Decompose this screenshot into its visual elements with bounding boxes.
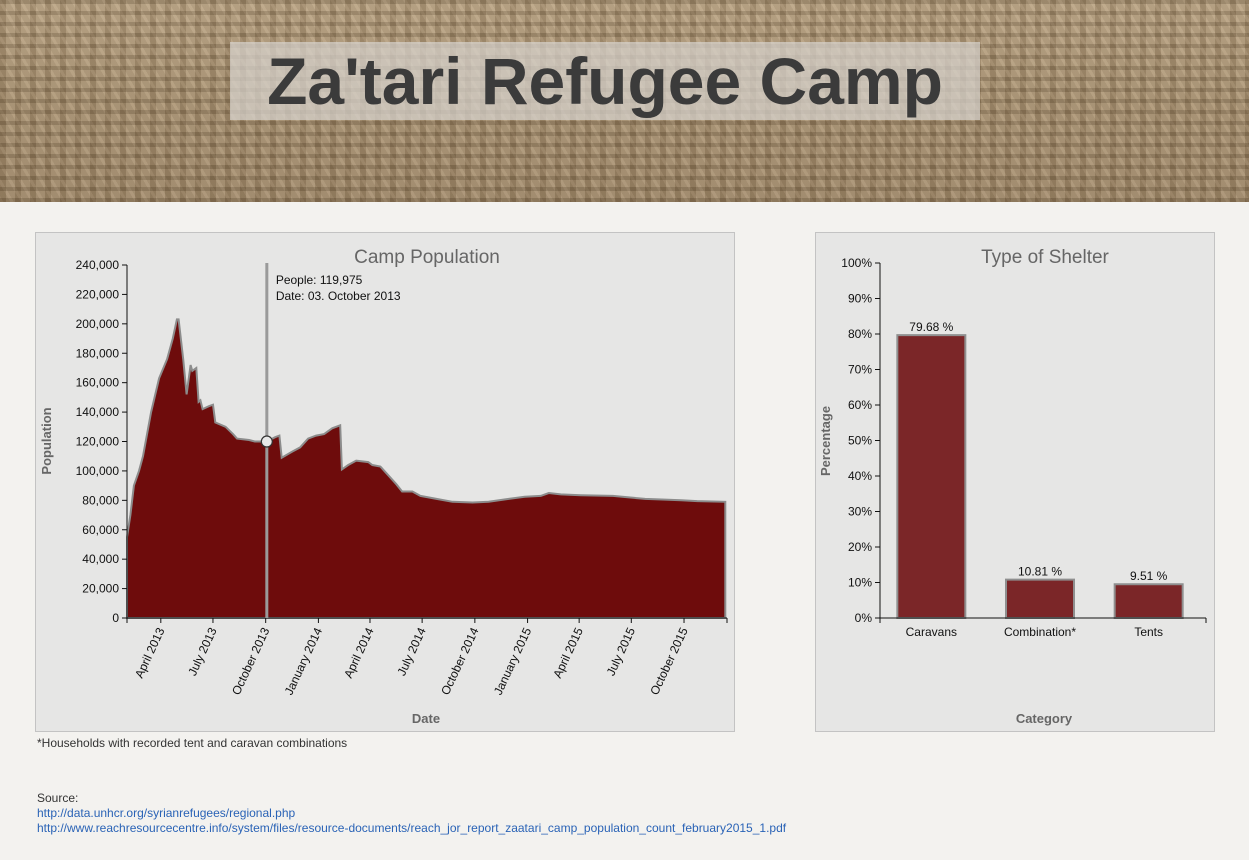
y-tick-label: 140,000 <box>76 405 120 419</box>
y-tick-label: 80,000 <box>82 493 119 507</box>
y-tick-label: 180,000 <box>76 346 120 360</box>
x-tick-label: October 2015 <box>647 625 691 697</box>
y-tick-label: 60% <box>848 398 872 412</box>
y-tick-label: 160,000 <box>76 376 120 390</box>
y-tick-label: 20,000 <box>82 582 119 596</box>
chart-title: Camp Population <box>354 247 500 268</box>
y-tick-label: 60,000 <box>82 523 119 537</box>
y-tick-label: 120,000 <box>76 435 120 449</box>
x-axis: Caravans Combination* Tents <box>879 617 1207 639</box>
y-axis-label: Population <box>39 407 54 474</box>
population-chart[interactable]: Camp Population Population Date 0 20,000 4… <box>36 233 734 731</box>
x-tick-label: January 2014 <box>282 625 326 697</box>
y-tick-label: 40% <box>848 469 872 483</box>
y-tick-label: 50% <box>848 434 872 448</box>
title-box: Za'tari Refugee Camp <box>230 42 980 120</box>
population-chart-panel: Camp Population Population Date 0 20,000 4… <box>35 232 735 732</box>
y-tick-label: 0 <box>112 611 119 625</box>
y-tick-label: 20% <box>848 540 872 554</box>
y-tick-label: 10% <box>848 576 872 590</box>
tooltip-people: People: 119,975 <box>276 273 363 287</box>
bar-value-label: 9.51 % <box>1130 569 1168 583</box>
chart-title: Type of Shelter <box>981 247 1109 268</box>
footnote: *Households with recorded tent and carav… <box>37 736 348 750</box>
x-tick-label: April 2014 <box>341 625 377 680</box>
source-label: Source: <box>37 791 79 805</box>
y-tick-label: 70% <box>848 363 872 377</box>
bar-value-label: 79.68 % <box>909 320 953 334</box>
y-tick-label: 40,000 <box>82 552 119 566</box>
y-tick-label: 200,000 <box>76 317 120 331</box>
x-axis: April 2013 July 2013 October 2013 January 2… <box>126 617 728 697</box>
source-link-unhcr[interactable]: http://data.unhcr.org/syrianrefugees/reg… <box>37 806 296 820</box>
population-area <box>126 318 727 619</box>
y-tick-label: 80% <box>848 327 872 341</box>
x-tick-label: Caravans <box>906 625 957 639</box>
x-tick-label: July 2015 <box>604 625 639 678</box>
bar-caravans <box>896 334 967 620</box>
y-axis: 0 20,000 40,000 60,000 80,000 100,000 120,000 1… <box>76 258 128 625</box>
x-tick-label: April 2015 <box>550 625 586 680</box>
y-tick-label: 240,000 <box>76 258 120 272</box>
x-tick-label: October 2013 <box>229 625 273 697</box>
y-tick-label: 0% <box>855 611 873 625</box>
y-axis: 0% 10% 20% 30% 40% 50% 60% 70% 80% 90% 100% <box>841 256 881 625</box>
x-axis-label: Category <box>1016 711 1073 726</box>
tooltip-date: Date: 03. October 2013 <box>276 289 401 303</box>
shelter-chart[interactable]: Type of Shelter Percentage Category 0% 10… <box>816 233 1214 731</box>
bar-value-label: 10.81 % <box>1018 565 1062 579</box>
x-tick-label: January 2015 <box>491 625 535 697</box>
hover-point <box>260 435 273 448</box>
bar-tents <box>1113 583 1184 619</box>
bar-combination <box>1005 578 1075 620</box>
y-tick-label: 100% <box>841 256 872 270</box>
y-axis-label: Percentage <box>818 406 833 476</box>
shelter-chart-panel: Type of Shelter Percentage Category 0% 10… <box>815 232 1215 732</box>
y-tick-label: 30% <box>848 505 872 519</box>
x-axis-label: Date <box>412 711 440 726</box>
page-title: Za'tari Refugee Camp <box>267 44 943 118</box>
x-tick-label: Combination* <box>1004 625 1076 639</box>
x-tick-label: July 2013 <box>185 625 220 678</box>
x-tick-label: April 2013 <box>132 625 168 680</box>
bars: 79.68 % 10.81 % 9.51 % <box>896 320 1184 620</box>
x-tick-label: October 2014 <box>438 625 482 697</box>
y-tick-label: 220,000 <box>76 287 120 301</box>
x-tick-label: July 2014 <box>394 625 429 678</box>
source-link-reach[interactable]: http://www.reachresourcecentre.info/syst… <box>37 821 787 835</box>
y-tick-label: 100,000 <box>76 464 120 478</box>
y-tick-label: 90% <box>848 292 872 306</box>
x-tick-label: Tents <box>1134 625 1163 639</box>
